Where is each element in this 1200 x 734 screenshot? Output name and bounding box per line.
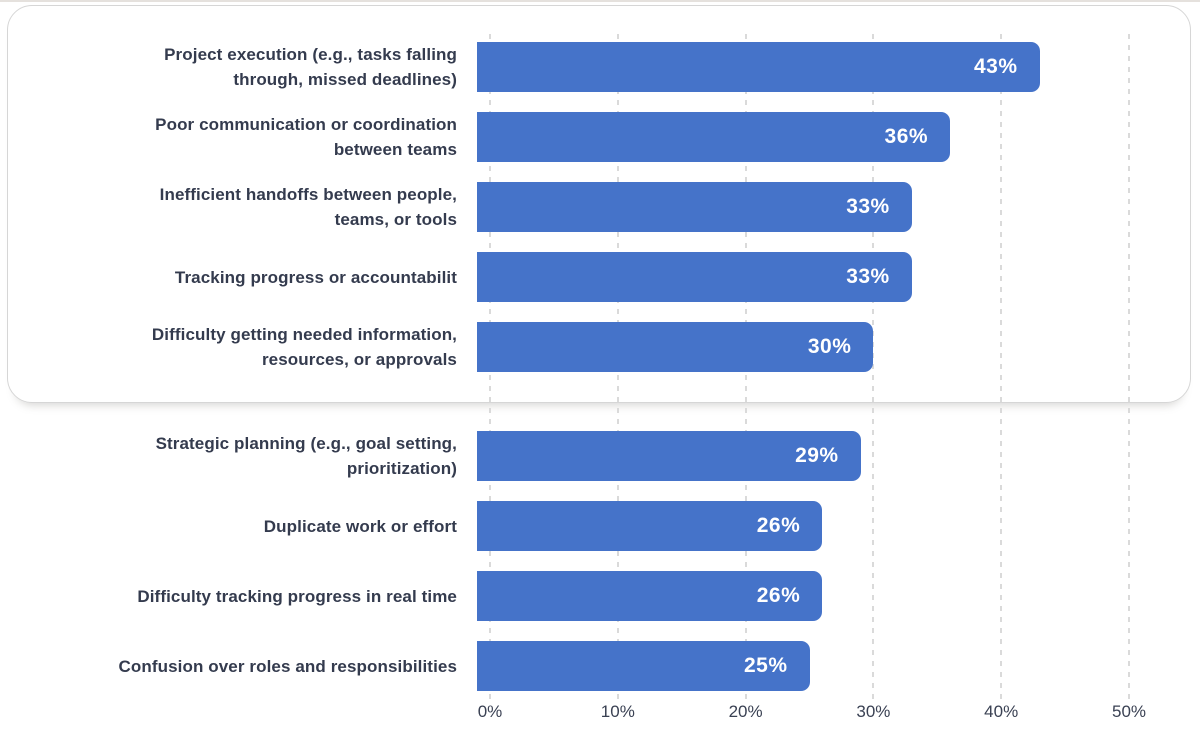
x-axis-tick-label: 10% [600,702,635,721]
bar-value-label: 33% [846,265,890,288]
category-label-line: resources, or approvals [261,350,457,369]
bar-value-label: 29% [795,444,839,467]
gridline-30% [872,34,875,700]
bar-value-label: 30% [807,335,852,358]
bar-value-label: 36% [884,125,929,148]
bar-value-label: 43% [974,55,1018,78]
x-axis-tick-label: 20% [728,702,763,721]
category-label-line: through, missed deadlines) [233,70,457,89]
bar: 26% [477,501,823,551]
category-label: Strategic planning (e.g., goal setting, p… [20,431,457,481]
bar-value-label: 33% [846,195,890,218]
bar: 25% [477,641,810,691]
bar: 33% [477,252,912,302]
category-label: Duplicate work or effort [20,501,457,551]
x-axis-tick-label: 30% [856,702,891,721]
gridline-40% [1000,34,1003,700]
category-label: Confusion over roles and responsibilitie… [20,641,457,691]
category-label-line: between teams [333,140,457,159]
category-label-line: Difficulty tracking progress in real tim… [137,586,457,606]
category-label-line: prioritization) [346,459,457,478]
bar-value-label: 26% [756,584,801,607]
category-label: Difficulty getting needed information, re… [20,322,457,372]
x-axis-tick-label: 50% [1111,702,1147,721]
category-label-line: Confusion over roles and responsibilitie… [118,656,457,676]
gridline-50% [1128,34,1130,700]
x-axis-tick-label: 0% [477,702,503,721]
category-label-line: Poor communication or coordination [155,115,457,134]
bar: 43% [477,42,1040,92]
bar-value-label: 25% [743,654,788,677]
category-label-line: Inefficient handoffs between people, [159,185,457,204]
bar: 33% [477,182,912,232]
bar: 36% [477,112,951,162]
top-issues-highlight-box [7,5,1191,403]
category-label-line: Strategic planning (e.g., goal setting, [155,434,457,453]
bar: 30% [477,322,874,372]
category-label-line: Project execution (e.g., tasks falling [164,45,457,64]
category-label: Project execution (e.g., tasks falling th… [20,42,457,92]
bar: 29% [477,431,861,481]
category-label-line: Duplicate work or effort [263,516,457,536]
category-label: Inefficient handoffs between people, team… [20,182,457,232]
category-label-line: Tracking progress or accountabilit [174,267,457,287]
category-label: Tracking progress or accountabilit [20,252,457,302]
x-axis-tick-label: 40% [984,702,1019,721]
category-label-line: teams, or tools [334,210,457,229]
category-label: Poor communication or coordination betwee… [20,112,457,162]
top-divider-line [0,0,1200,2]
category-label: Difficulty tracking progress in real tim… [20,571,457,621]
bar-value-label: 26% [756,514,801,537]
bar: 26% [477,571,823,621]
category-label-line: Difficulty getting needed information, [151,325,457,344]
